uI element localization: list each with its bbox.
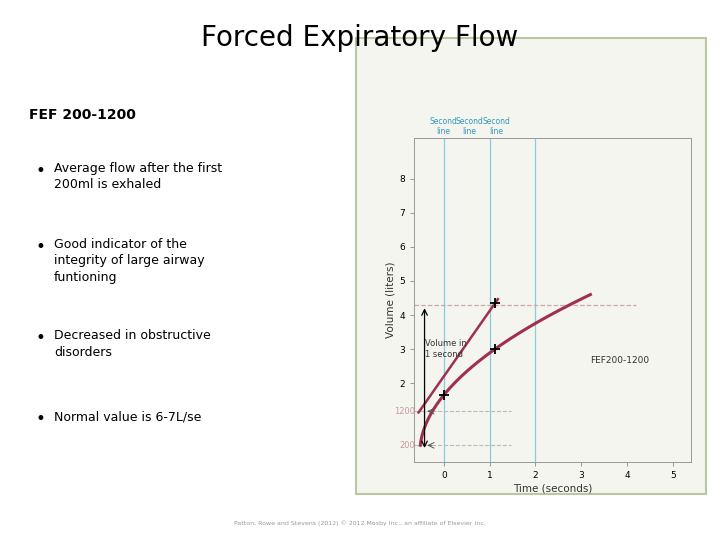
Text: FEF 200-1200: FEF 200-1200 — [29, 108, 135, 122]
X-axis label: Time (seconds): Time (seconds) — [513, 484, 593, 494]
Text: Second
line: Second line — [482, 117, 510, 136]
Text: •: • — [36, 162, 46, 180]
Text: 200: 200 — [399, 441, 415, 450]
Text: Patton, Rowe and Stevens (2012) © 2012 Mosby Inc., an affiliate of Elsevier Inc.: Patton, Rowe and Stevens (2012) © 2012 M… — [234, 521, 486, 526]
Text: 1200: 1200 — [394, 407, 415, 416]
Text: Forced Expiratory Flow: Forced Expiratory Flow — [202, 24, 518, 52]
Text: FEF200-1200: FEF200-1200 — [590, 356, 649, 365]
Text: Decreased in obstructive
disorders: Decreased in obstructive disorders — [54, 329, 211, 359]
Text: Volume in
1 second: Volume in 1 second — [426, 340, 467, 359]
Text: Second
line: Second line — [430, 117, 457, 136]
Text: Good indicator of the
integrity of large airway
funtioning: Good indicator of the integrity of large… — [54, 238, 204, 284]
Text: •: • — [36, 238, 46, 255]
Text: •: • — [36, 329, 46, 347]
Y-axis label: Volume (liters): Volume (liters) — [385, 261, 395, 338]
Text: Average flow after the first
200ml is exhaled: Average flow after the first 200ml is ex… — [54, 162, 222, 192]
Text: Normal value is 6-7L/se: Normal value is 6-7L/se — [54, 410, 202, 423]
Text: Second
line: Second line — [456, 117, 483, 136]
Text: •: • — [36, 410, 46, 428]
